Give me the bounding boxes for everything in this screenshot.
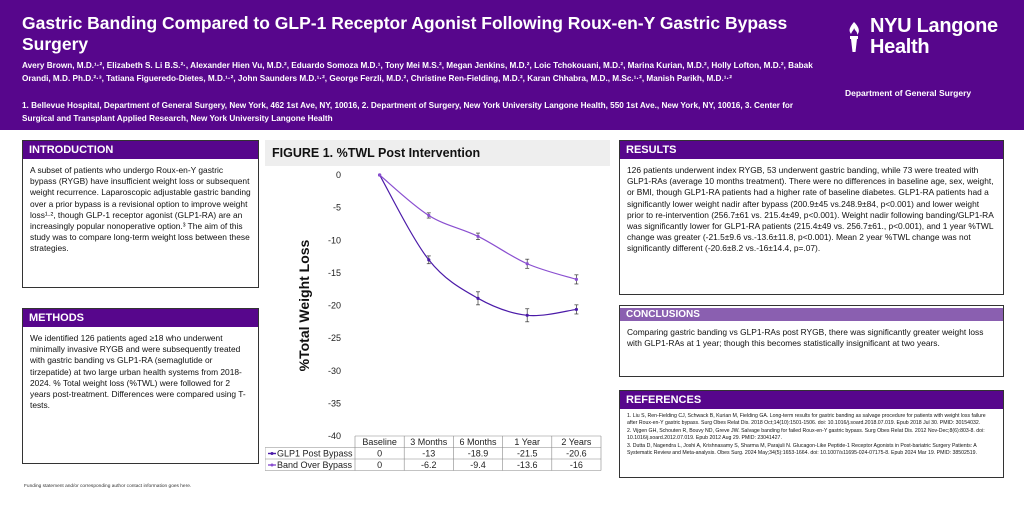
- legend-series-name: GLP1 Post Bypass: [277, 449, 353, 459]
- reference-item: 2. Vijgen GH, Schouten R, Bouvy ND, Grev…: [627, 428, 985, 441]
- data-point: [427, 258, 431, 262]
- y-tick-label: -35: [328, 398, 341, 408]
- table-value: 0: [377, 449, 382, 459]
- table-value: -16: [570, 460, 583, 470]
- references-section: REFERENCES 1. Liu S, Ren-Fielding CJ, Sc…: [619, 390, 1004, 478]
- references-body: 1. Liu S, Ren-Fielding CJ, Schwack B, Ku…: [620, 409, 1003, 463]
- data-point: [525, 313, 529, 317]
- affiliations: 1. Bellevue Hospital, Department of Gene…: [22, 101, 794, 123]
- figure-header: [265, 140, 610, 166]
- introduction-section: INTRODUCTION A subset of patients who un…: [22, 140, 259, 288]
- y-tick-label: -25: [328, 333, 341, 343]
- results-body: 126 patients underwent index RYGB, 53 un…: [627, 165, 994, 254]
- table-value: -21.5: [517, 449, 538, 459]
- table-value: 0: [377, 460, 382, 470]
- figure-panel: FIGURE 1. %TWL Post Intervention 0 -5 -10 -…: [265, 140, 610, 475]
- methods-section: METHODS We identified 126 patients aged …: [22, 308, 259, 464]
- references-heading: REFERENCES: [620, 391, 1003, 409]
- table-value: -18.9: [468, 449, 489, 459]
- y-tick-label: -5: [333, 203, 341, 213]
- reference-item: 3. Dutta D, Nagendra L, Joshi A, Krishna…: [627, 443, 977, 456]
- table-value: -20.6: [566, 449, 587, 459]
- data-point: [378, 173, 382, 177]
- y-tick-label: -20: [328, 301, 341, 311]
- data-point: [574, 277, 578, 281]
- legend-marker: [270, 463, 274, 467]
- x-category-label: 2 Years: [561, 437, 592, 447]
- y-axis-label: %Total Weight Loss: [296, 239, 312, 371]
- x-category-label: 1 Year: [514, 437, 540, 447]
- data-point: [476, 234, 480, 238]
- methods-body: We identified 126 patients aged ≥18 who …: [30, 333, 246, 411]
- introduction-body: A subset of patients who undergo Roux-en…: [30, 165, 251, 254]
- conclusions-body: Comparing gastric banding vs GLP1-RAs po…: [627, 327, 984, 349]
- data-point: [525, 262, 529, 266]
- data-point: [574, 307, 578, 312]
- data-point: [427, 213, 431, 218]
- nyu-langone-logo: NYU Langone Health: [840, 16, 1000, 72]
- logo-line1: NYU Langone: [870, 15, 998, 37]
- results-heading: RESULTS: [620, 141, 1003, 159]
- y-tick-label: -10: [328, 235, 341, 245]
- y-tick-label: -30: [328, 366, 341, 376]
- x-category-label: 3 Months: [410, 437, 448, 447]
- legend-marker: [270, 452, 274, 455]
- y-tick-label: -15: [328, 268, 341, 278]
- reference-item: 1. Liu S, Ren-Fielding CJ, Schwack B, Ku…: [627, 413, 986, 426]
- results-section: RESULTS 126 patients underwent index RYG…: [619, 140, 1004, 295]
- table-value: -13.6: [517, 460, 538, 470]
- chart-svg: 0 -5 -10 -15 -20 -25 -30 -35 -40 %Total Weight Lo…: [265, 170, 602, 471]
- table-value: -9.4: [470, 460, 486, 470]
- table-value: -6.2: [421, 460, 437, 470]
- legend-series-name: Band Over Bypass: [277, 460, 353, 470]
- author-list: Avery Brown, M.D.¹·², Elizabeth S. Li B.…: [22, 61, 813, 83]
- conclusions-heading: CONCLUSIONS: [620, 308, 1003, 321]
- figure-title: FIGURE 1. %TWL Post Intervention: [272, 146, 481, 160]
- y-tick-label: 0: [336, 170, 341, 180]
- footnote: Funding statement and/or corresponding a…: [24, 484, 192, 489]
- y-tick-label: -40: [328, 431, 341, 441]
- table-value: -13: [422, 449, 435, 459]
- department-label: Department of General Surgery: [845, 88, 972, 98]
- series-line: [379, 174, 577, 280]
- logo-wordmark: NYU Langone Health: [870, 16, 998, 58]
- torch-icon: [849, 22, 859, 52]
- methods-heading: METHODS: [23, 309, 258, 327]
- x-category-label: Baseline: [362, 437, 397, 447]
- conclusions-section: CONCLUSIONS Comparing gastric banding vs…: [619, 305, 1004, 377]
- data-point: [476, 296, 480, 300]
- x-category-label: 6 Months: [459, 437, 497, 447]
- poster-header: Gastric Banding Compared to GLP-1 Recept…: [0, 0, 1024, 130]
- logo-line2: Health: [870, 36, 930, 58]
- poster-title: Gastric Banding Compared to GLP-1 Recept…: [22, 13, 788, 54]
- introduction-heading: INTRODUCTION: [23, 141, 258, 159]
